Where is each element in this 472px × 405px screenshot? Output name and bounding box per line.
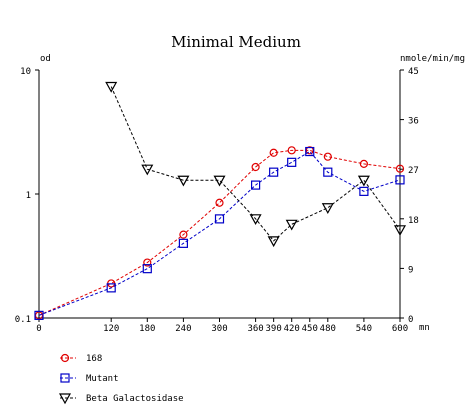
circle-marker <box>179 230 188 239</box>
x-tick-label: 390 <box>266 324 282 334</box>
x-unit-label: mn <box>419 323 430 333</box>
square-marker <box>142 264 152 274</box>
circle-marker <box>323 152 332 161</box>
series-line <box>38 150 401 316</box>
triangle-marker <box>357 175 370 187</box>
triangle-marker <box>213 175 226 187</box>
square-marker <box>34 310 44 320</box>
left-axis-label: od <box>40 54 51 64</box>
series-layer <box>34 81 407 320</box>
square-marker <box>395 175 405 185</box>
square-marker <box>60 373 70 383</box>
triangle-marker <box>105 81 118 93</box>
legend-item: Beta Galactosidase <box>58 393 184 405</box>
square-marker <box>323 167 333 177</box>
square-marker <box>359 186 369 196</box>
chart-title: Minimal Medium <box>171 33 301 51</box>
x-tick-label: 600 <box>392 324 408 334</box>
triangle-marker <box>177 175 190 187</box>
triangle-marker <box>267 236 280 248</box>
right-tick-label: 0 <box>408 315 413 325</box>
left-tick-label: 0.1 <box>15 315 31 325</box>
x-tick-label: 180 <box>139 324 155 334</box>
legend-item: 168 <box>60 353 102 364</box>
circle-marker <box>287 146 296 155</box>
circle-marker <box>359 159 368 168</box>
right-axis-label: nmole/min/mg <box>400 54 465 64</box>
series-beta-galactosidase <box>105 81 407 248</box>
square-marker <box>269 167 279 177</box>
x-tick-label: 0 <box>36 324 41 334</box>
circle-marker <box>251 162 260 172</box>
legend: 168 Mutant Beta Galactosidase <box>58 353 184 405</box>
left-tick-label: 1 <box>26 191 31 201</box>
x-tick-label: 300 <box>211 324 227 334</box>
series-mutant <box>34 146 405 320</box>
triangle-marker <box>321 203 334 215</box>
legend-label: Mutant <box>86 374 119 384</box>
square-marker <box>178 238 188 248</box>
right-tick-label: 27 <box>408 166 419 176</box>
triangle-marker <box>58 393 72 405</box>
legend-label: Beta Galactosidase <box>86 394 184 404</box>
triangle-marker <box>249 214 262 226</box>
triangle-marker <box>285 219 298 231</box>
x-tick-label: 120 <box>103 324 119 334</box>
series-line <box>110 86 401 242</box>
axes: 10 1 0.1 45 36 27 18 9 0 0 120 180 240 300 360 390 420 45… <box>15 67 419 334</box>
legend-label: 168 <box>86 354 102 364</box>
square-marker <box>305 146 315 157</box>
series-168 <box>34 146 405 320</box>
triangle-marker <box>393 225 407 237</box>
square-marker <box>287 157 297 167</box>
right-tick-label: 18 <box>408 216 419 226</box>
square-marker <box>251 180 261 190</box>
x-tick-label: 420 <box>284 324 300 334</box>
right-tick-label: 36 <box>408 117 419 127</box>
left-tick-label: 10 <box>20 67 31 77</box>
circle-marker <box>395 164 405 173</box>
right-tick-label: 45 <box>408 67 419 77</box>
x-tick-label: 480 <box>320 324 336 334</box>
x-tick-label: 240 <box>175 324 191 334</box>
series-line <box>38 149 401 316</box>
triangle-marker <box>141 164 154 176</box>
legend-item: Mutant <box>60 373 119 384</box>
square-marker <box>214 214 225 224</box>
x-tick-label: 360 <box>247 324 263 334</box>
x-tick-label: 450 <box>302 324 318 334</box>
circle-marker <box>60 353 70 363</box>
circle-marker <box>143 258 152 267</box>
x-tick-label: 540 <box>356 324 372 334</box>
circle-marker <box>269 148 278 157</box>
circle-marker <box>215 198 224 207</box>
right-tick-label: 9 <box>408 265 413 275</box>
square-marker <box>106 283 116 293</box>
